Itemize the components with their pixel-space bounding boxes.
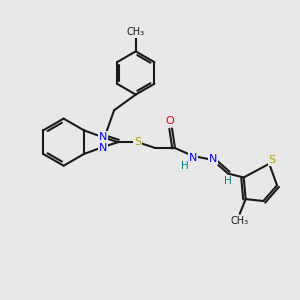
Text: N: N xyxy=(99,132,107,142)
Text: N: N xyxy=(188,153,197,163)
Text: CH₃: CH₃ xyxy=(231,216,249,226)
Text: S: S xyxy=(268,155,276,165)
Text: S: S xyxy=(134,137,141,147)
Text: H: H xyxy=(224,176,232,186)
Text: H: H xyxy=(181,161,189,171)
Text: O: O xyxy=(166,116,175,126)
Text: CH₃: CH₃ xyxy=(127,27,145,37)
Text: N: N xyxy=(209,154,218,164)
Text: N: N xyxy=(99,142,107,152)
